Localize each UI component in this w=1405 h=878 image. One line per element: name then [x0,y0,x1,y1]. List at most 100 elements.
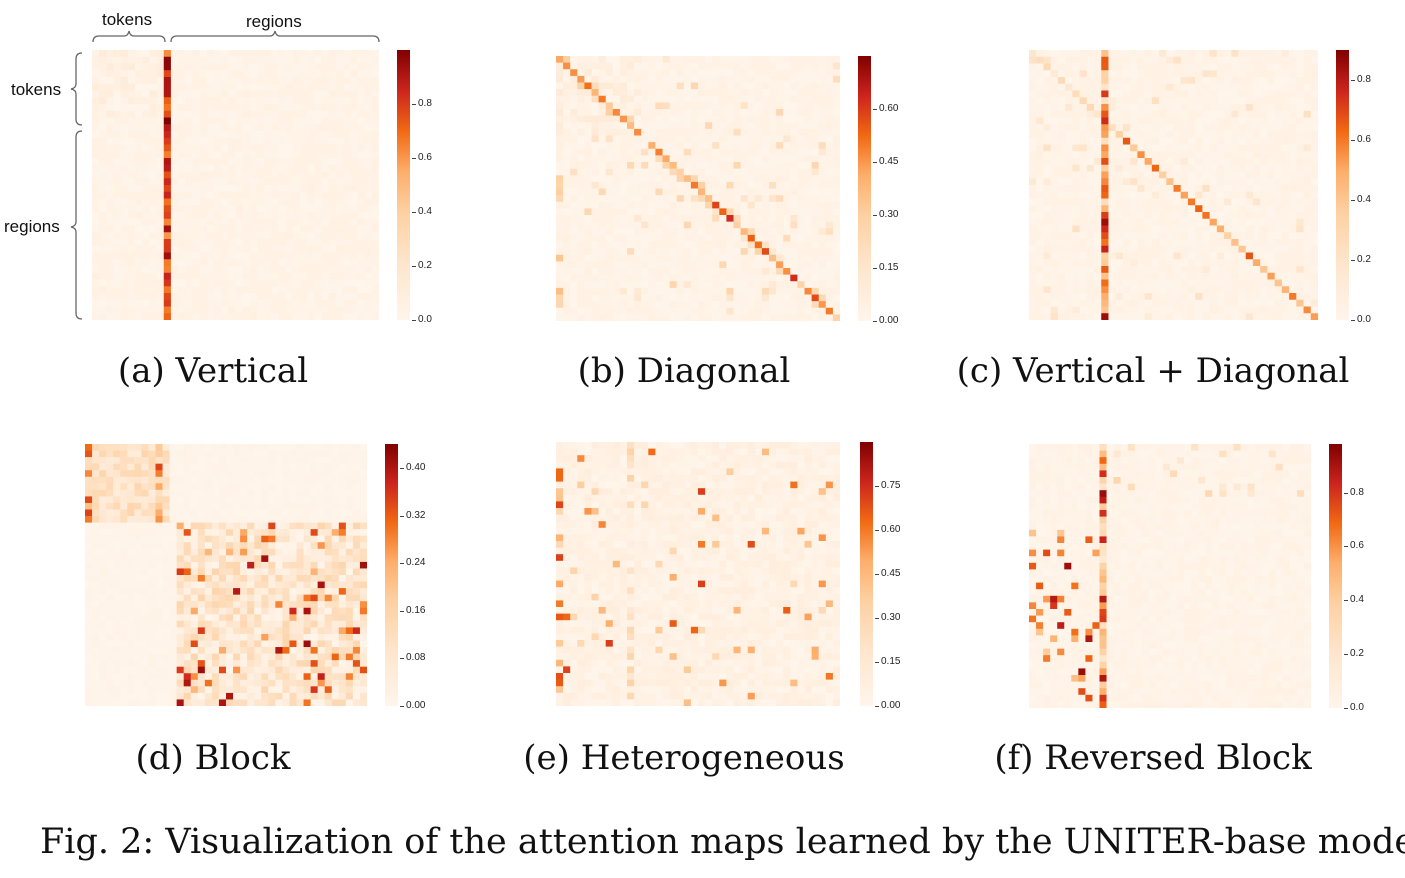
heatmap-cell [1260,124,1268,132]
heatmap-cell [648,128,656,136]
heatmap-cell [1036,191,1044,199]
heatmap-cell [321,144,330,152]
heatmap-cell [254,444,262,451]
heatmap-cell [1267,178,1276,186]
heatmap-cell [113,124,122,132]
heatmap-cell [1094,90,1102,98]
heatmap-cell [761,221,770,229]
heatmap-cell [92,293,100,301]
heatmap-cell [584,109,592,117]
heatmap-cell [242,144,251,152]
heatmap-cell [1094,110,1102,118]
heatmap-cell [282,463,290,471]
heatmap-cell [648,254,656,262]
heatmap-cell [1151,313,1160,320]
heatmap-cell [264,299,272,307]
heatmap-cell [1238,279,1247,287]
heatmap-cell [314,185,322,193]
heatmap-cell [605,102,614,110]
heatmap-cell [1166,299,1174,307]
heatmap-cell [619,69,628,77]
heatmap-cell [719,181,727,189]
heatmap-cell [178,104,186,112]
heatmap-cell [1029,124,1037,132]
heatmap-cell [106,306,114,314]
heatmap-cell [690,109,699,117]
heatmap-cell [783,89,791,97]
heatmap-cell [1043,259,1052,267]
heatmap-cell [563,201,571,209]
heatmap-cell [832,281,840,289]
heatmap-cell [577,221,585,229]
heatmap-cell [698,314,706,321]
heatmap-cell [371,151,379,159]
heatmap-cell [1166,245,1174,253]
heatmap-b [556,56,840,321]
heatmap-cell [307,164,315,172]
heatmap-cell [242,232,251,240]
heatmap-cell [113,272,122,280]
heatmap-cell [1050,212,1059,220]
heatmap-cell [249,83,258,91]
heatmap-cell [285,164,294,172]
heatmap-cell [598,115,607,123]
heatmap-cell [584,69,592,77]
heatmap-cell [149,218,157,226]
heatmap-cell [321,97,330,105]
heatmap-cell [206,50,215,58]
heatmap-cell [1195,272,1203,280]
heatmap-cell [264,306,272,314]
heatmap-cell [321,77,330,85]
heatmap-cell [1094,63,1102,71]
heatmap-cell [1079,50,1088,58]
heatmap-cell [1144,266,1153,274]
heatmap-cell [1252,293,1261,301]
heatmap-cell [1296,178,1304,186]
heatmap-cell [641,69,649,77]
heatmap-cell [570,75,578,83]
heatmap-cell [321,90,330,98]
heatmap-cell [1173,110,1182,118]
heatmap-cell [1043,286,1052,294]
heatmap-cell [1187,313,1196,320]
heatmap-cell [790,268,798,276]
heatmap-cell [818,248,827,256]
heatmap-cell [1310,158,1318,166]
heatmap-cell [1195,212,1203,220]
heatmap-cell [747,274,756,282]
heatmap-cell [1289,306,1297,314]
heatmap-cell [1065,252,1073,260]
heatmap-cell [627,142,635,150]
heatmap-cell [142,259,150,267]
heatmap-cell [335,279,344,287]
heatmap-cell [804,195,812,203]
heatmap-cell [321,178,330,186]
heatmap-cell [278,63,287,71]
heatmap-cell [1144,171,1153,179]
heatmap-cell [1122,313,1131,320]
heatmap-cell [1281,97,1290,105]
heatmap-cell [206,218,215,226]
heatmap-cell [257,252,265,260]
heatmap-cell [655,301,663,309]
heatmap-cell [1159,225,1167,233]
heatmap-cell [832,274,840,282]
heatmap-cell [99,225,107,233]
heatmap-cell [1166,232,1174,240]
heatmap-cell [1289,171,1297,179]
heatmap-cell [1173,266,1182,274]
heatmap-cell [1036,239,1044,247]
heatmap-cell [662,168,670,176]
heatmap-cell [1209,158,1218,166]
heatmap-cell [1195,198,1203,206]
heatmap-cell [142,313,150,320]
heatmap-cell [832,82,840,90]
heatmap-cell [328,90,337,98]
heatmap-cell [832,56,840,64]
heatmap-cell [577,268,585,276]
heatmap-cell [1166,205,1174,213]
heatmap-cell [1195,178,1203,186]
heatmap-cell [328,205,337,213]
heatmap-cell [683,142,692,150]
heatmap-cell [761,301,770,309]
